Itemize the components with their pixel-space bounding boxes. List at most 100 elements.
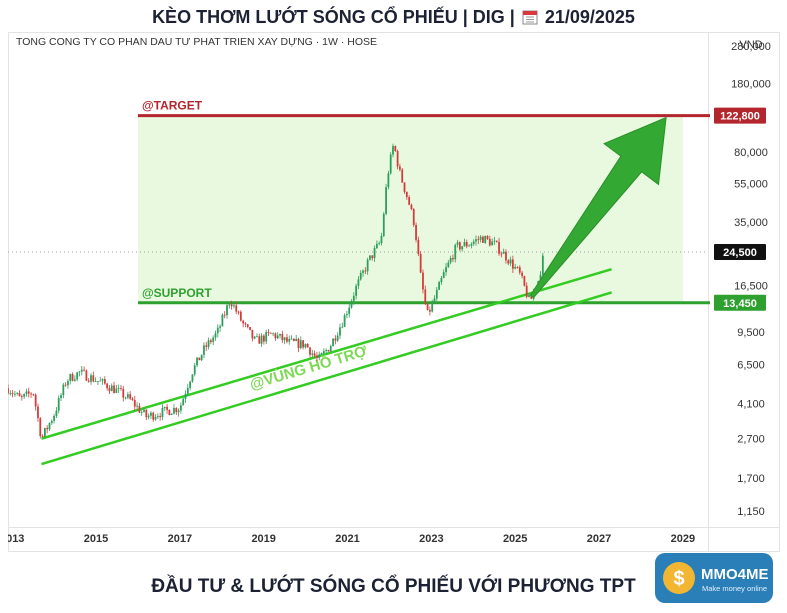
candle-body xyxy=(334,338,337,341)
candle-body xyxy=(472,241,475,245)
currency-label: VND xyxy=(739,39,762,51)
candle-body xyxy=(456,242,459,245)
y-tick-label: 280,000 xyxy=(731,41,771,53)
chart-subtitle: TONG CONG TY CO PHAN DAU TƯ PHAT TRIEN X… xyxy=(16,36,377,48)
candle-body xyxy=(133,400,136,407)
candle-body xyxy=(514,266,517,269)
candle-body xyxy=(147,415,150,418)
candle-body xyxy=(387,173,390,188)
candle-body xyxy=(106,383,109,389)
candle-body xyxy=(216,327,219,334)
candle-body xyxy=(369,255,371,260)
candle-body xyxy=(76,372,79,380)
candle-body xyxy=(352,295,355,302)
candle-body xyxy=(43,427,46,437)
candle-body xyxy=(219,326,221,328)
candle-body xyxy=(145,409,148,418)
header-date: 21/09/2025 xyxy=(544,7,635,27)
candle-body xyxy=(237,311,240,313)
x-tick-label: 2013 xyxy=(8,533,24,545)
candle-body xyxy=(424,289,427,304)
candle-body xyxy=(138,405,141,413)
candle-body xyxy=(498,241,500,254)
candle-body xyxy=(262,335,265,342)
candle-body xyxy=(272,333,275,335)
candle-body xyxy=(511,259,514,269)
candle-body xyxy=(39,418,42,437)
candle-body xyxy=(470,244,473,246)
candle-body xyxy=(115,388,118,393)
candle-body xyxy=(90,375,92,382)
candle-body xyxy=(458,242,461,250)
candle-body xyxy=(375,243,378,249)
candle-body xyxy=(159,416,162,418)
candle-body xyxy=(207,340,210,347)
dollar-sign-icon xyxy=(663,562,695,594)
candle-body xyxy=(50,420,53,424)
candle-body xyxy=(389,154,392,174)
candle-body xyxy=(14,393,16,395)
candle-body xyxy=(143,409,145,412)
candle-body xyxy=(60,395,62,399)
candle-body xyxy=(62,384,65,396)
candle-body xyxy=(80,369,83,372)
calendar-icon xyxy=(522,10,538,25)
candle-body xyxy=(20,396,23,398)
candle-body xyxy=(69,374,72,381)
candle-body xyxy=(99,380,102,382)
candle-body xyxy=(150,412,152,416)
x-tick-label: 2015 xyxy=(84,533,108,545)
candle-body xyxy=(465,242,468,247)
channel-line-1 xyxy=(41,267,612,440)
candle-body xyxy=(373,248,376,259)
candle-body xyxy=(94,381,97,382)
candle-body xyxy=(355,285,358,296)
candle-body xyxy=(166,406,168,410)
candle-body xyxy=(401,169,404,183)
logo-tagline: Make money online xyxy=(702,584,767,593)
candle-body xyxy=(191,374,194,382)
x-tick-label: 2017 xyxy=(168,533,192,545)
candle-body xyxy=(242,320,245,324)
candle-body xyxy=(304,344,307,348)
candle-body xyxy=(327,349,330,352)
support-label: @SUPPORT xyxy=(142,286,212,300)
candle-body xyxy=(221,314,224,327)
candle-body xyxy=(309,347,311,355)
candle-body xyxy=(345,314,348,316)
candle-body xyxy=(447,262,450,268)
candle-body xyxy=(57,398,60,411)
candle-body xyxy=(286,337,288,342)
candle-body xyxy=(288,338,291,342)
candle-body xyxy=(366,259,369,272)
candle-body xyxy=(454,244,457,260)
candle-body xyxy=(403,182,406,192)
candle-body xyxy=(140,411,143,413)
candle-body xyxy=(260,335,263,344)
candle-body xyxy=(502,251,505,254)
candle-body xyxy=(318,354,321,358)
candle-body xyxy=(182,398,185,406)
candle-body xyxy=(193,365,196,375)
candle-body xyxy=(468,245,470,247)
candle-body xyxy=(325,349,328,352)
y-tick-label: 6,500 xyxy=(737,359,765,371)
target-arrow xyxy=(529,116,667,299)
candle-body xyxy=(292,338,295,341)
header-prefix: KÈO THƠM LƯỚT SÓNG CỔ PHIẾU | DIG | xyxy=(152,7,515,27)
candle-body xyxy=(161,407,164,418)
candle-body xyxy=(85,370,88,381)
candle-body xyxy=(295,338,298,341)
candle-body xyxy=(486,236,489,239)
candle-body xyxy=(267,332,270,333)
candle-body xyxy=(154,417,157,420)
candle-body xyxy=(212,337,215,343)
x-tick-label: 2029 xyxy=(671,533,695,545)
price-badge-label: 122,800 xyxy=(720,111,760,123)
candle-body xyxy=(198,357,201,361)
candle-body xyxy=(46,427,49,430)
price-chart: TONG CONG TY CO PHAN DAU TƯ PHAT TRIEN X… xyxy=(8,32,780,552)
candle-body xyxy=(117,388,120,389)
candle-body xyxy=(73,379,76,381)
